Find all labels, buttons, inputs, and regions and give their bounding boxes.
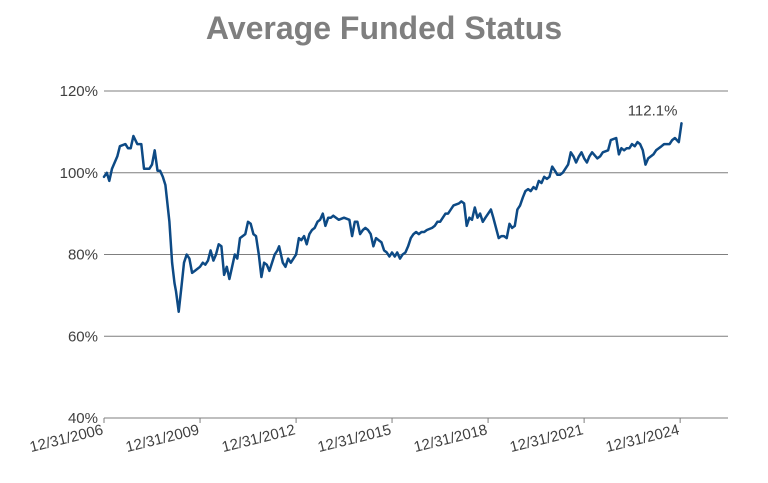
- y-tick-label: 100%: [60, 165, 98, 182]
- series-line: [102, 122, 683, 313]
- x-tick-label: 12/31/2015: [316, 421, 393, 456]
- x-tick-labels: 12/31/2006 12/31/2009 12/31/2012 12/31/2015…: [28, 418, 681, 456]
- y-tick-label: 120%: [60, 83, 98, 100]
- data-label: 112.1%: [628, 102, 678, 119]
- x-tick-label: 12/31/2024: [604, 421, 681, 456]
- x-tick-label: 12/31/2021: [508, 421, 585, 456]
- y-tick-label: 80%: [68, 247, 98, 264]
- y-tick-label: 60%: [68, 328, 98, 345]
- gridlines: [104, 90, 728, 337]
- y-tick-label: 40%: [68, 410, 98, 427]
- x-tick-label: 12/31/2006: [28, 421, 105, 456]
- annotations: 112.1%: [628, 102, 678, 119]
- chart-title: Average Funded Status: [205, 10, 563, 46]
- x-tick-label: 12/31/2009: [124, 421, 201, 456]
- y-tick-labels: 40% 60% 80% 100% 120%: [60, 83, 98, 427]
- x-tick-label: 12/31/2018: [412, 421, 489, 456]
- x-tick-label: 12/31/2012: [220, 421, 297, 456]
